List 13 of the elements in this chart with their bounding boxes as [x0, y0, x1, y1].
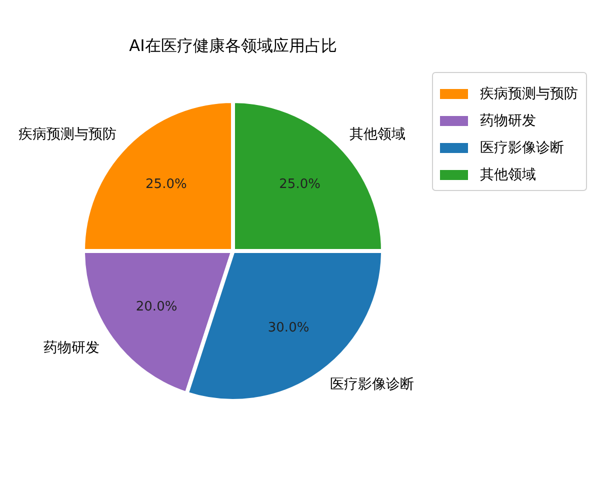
data-label: 30.0%	[268, 320, 310, 336]
legend-label: 其他领域	[480, 167, 536, 183]
legend-label: 药物研发	[480, 113, 536, 129]
chart-title: AI在医疗健康各领域应用占比	[129, 36, 337, 55]
legend-label: 疾病预测与预防	[480, 86, 578, 102]
slice-label: 疾病预测与预防	[18, 126, 116, 142]
slice-label: 其他领域	[350, 126, 406, 142]
data-label: 25.0%	[146, 177, 187, 192]
slice-label: 医疗影像诊断	[330, 376, 414, 392]
legend-label: 医疗影像诊断	[480, 140, 564, 156]
data-label: 25.0%	[279, 177, 320, 192]
data-label: 20.0%	[136, 300, 178, 315]
slice-label: 药物研发	[44, 340, 100, 356]
